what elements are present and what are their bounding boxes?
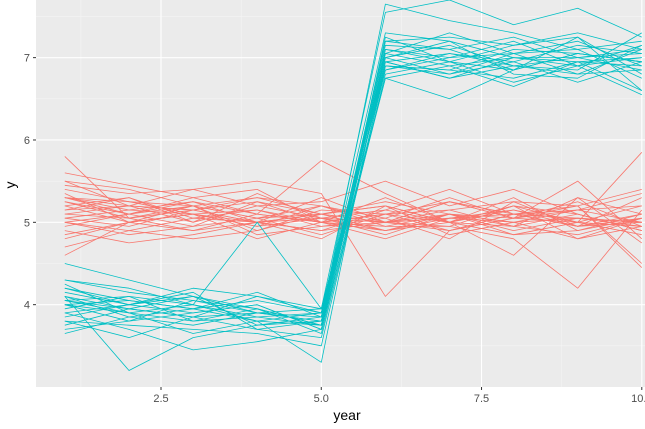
- series-lines: [64, 0, 643, 371]
- series-line-1-24: [64, 49, 642, 330]
- x-axis-title: year: [333, 407, 361, 423]
- series-line-0-14: [64, 188, 643, 268]
- series-line-0-29: [64, 201, 642, 232]
- series-line-1-21: [64, 32, 642, 326]
- x-tick-label-0: 2.5: [153, 393, 168, 405]
- series-line-0-18: [64, 201, 642, 248]
- y-axis-title: y: [2, 182, 18, 189]
- series-line-1-23: [64, 40, 642, 322]
- series-line-1-18: [64, 61, 642, 326]
- x-tick-label-2: 7.5: [474, 393, 489, 405]
- axis-ticks: [33, 57, 643, 390]
- series-line-0-28: [64, 197, 642, 240]
- y-tick-label-2: 6: [24, 135, 30, 147]
- series-line-0-23: [64, 197, 643, 256]
- y-tick-label-3: 7: [24, 53, 30, 65]
- series-line-1-10: [64, 53, 642, 351]
- series-line-0-27: [64, 193, 642, 231]
- x-tick-label-1: 5.0: [314, 393, 329, 405]
- x-tick-label-3: 10.0: [631, 393, 645, 405]
- series-line-1-3: [64, 53, 642, 334]
- series-line-0-25: [64, 201, 642, 240]
- series-line-1-20: [64, 53, 642, 322]
- plot-panel: [36, 0, 645, 387]
- y-tick-label-1: 5: [24, 217, 30, 229]
- y-tick-label-0: 4: [24, 300, 30, 312]
- x-tick-labels: 2.5 5.0 7.5 10.0: [153, 393, 645, 405]
- y-tick-labels: 4 5 6 7: [24, 53, 30, 312]
